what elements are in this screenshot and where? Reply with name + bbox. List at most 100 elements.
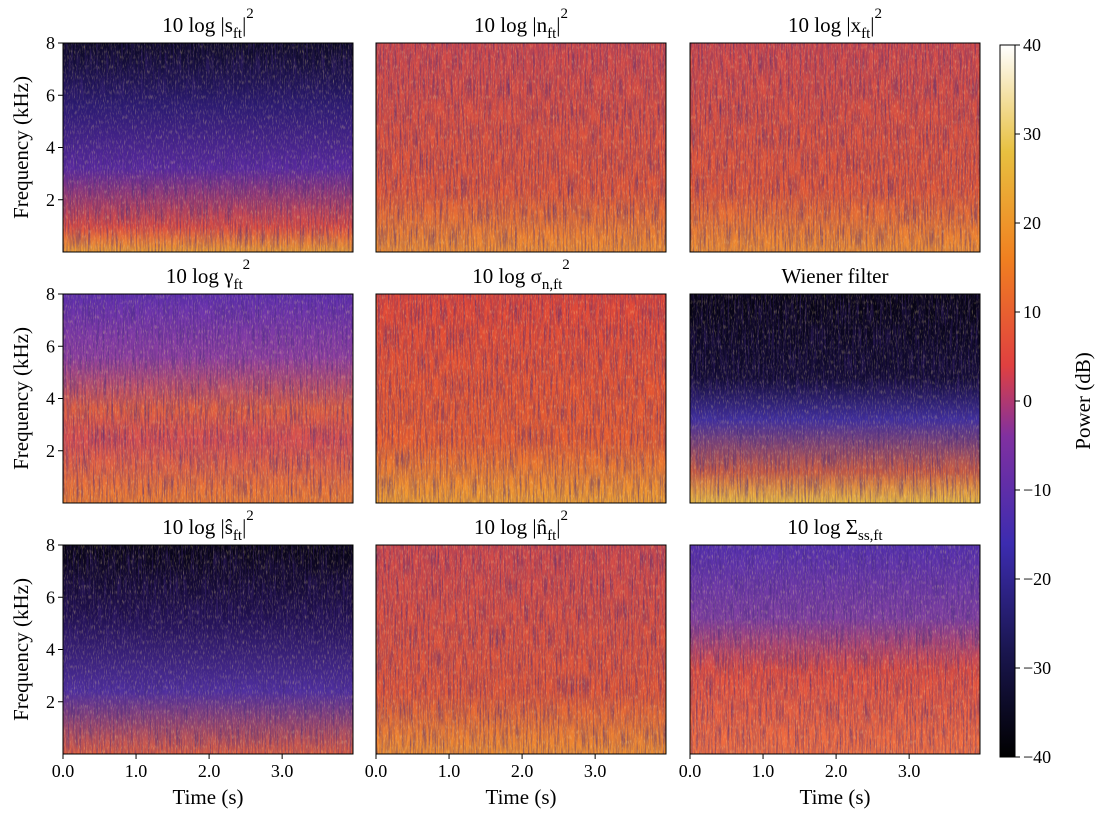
y-tick-label: 6 — [46, 85, 55, 105]
spectrogram-texture — [690, 294, 980, 503]
panel-title: Wiener filter — [781, 264, 888, 288]
spectrogram-texture — [376, 43, 666, 252]
x-tick-label: 0.0 — [679, 761, 702, 781]
x-tick-label: 3.0 — [271, 761, 294, 781]
panel: 10 log |nft​|2​ — [375, 6, 667, 253]
x-tick-label: 1.0 — [125, 761, 148, 781]
panel-title: 10 log γft​2​ — [166, 257, 250, 293]
panel-title: 10 log |xft​|2​ — [788, 6, 882, 42]
title-part: | — [242, 13, 246, 37]
y-tick-label: 8 — [46, 284, 55, 304]
panel: 10 log |ŝft​|2​24680.01.02.03.0Frequency… — [9, 508, 354, 809]
panel-title: 10 log |n̂ft​|2​ — [474, 508, 568, 544]
x-tick-label: 2.0 — [198, 761, 221, 781]
spectrogram-texture — [63, 43, 353, 252]
axes-frame — [689, 544, 981, 755]
colorbar-label: Power (dB) — [1071, 352, 1095, 449]
x-tick-label: 2.0 — [825, 761, 848, 781]
panel-title: 10 log |sft​|2​ — [162, 6, 254, 42]
colorbar-tick-label: −40 — [1023, 747, 1051, 767]
panel: 10 log |n̂ft​|2​ 0.0 1.0 2.0 3.0 Time (s) — [365, 508, 667, 809]
panel: 10 log σn,ft​2​ — [375, 257, 667, 504]
x-tick-label: 3.0 — [898, 761, 921, 781]
spectrogram-texture — [690, 43, 980, 252]
colorbar-tick-label: −30 — [1023, 658, 1051, 678]
y-tick-label: 4 — [46, 138, 55, 158]
x-tick-label: 0.0 — [52, 761, 75, 781]
x-tick-label: 0.0 — [365, 761, 388, 781]
y-axis-label: Frequency (kHz) — [9, 578, 33, 721]
y-tick-label: 2 — [46, 441, 55, 461]
panel-title: 10 log |ŝft​|2​ — [162, 508, 254, 544]
panel: Wiener filter — [689, 264, 981, 504]
y-tick-label: 8 — [46, 33, 55, 53]
title-part: Wiener filter — [781, 264, 888, 288]
y-axis-label: Frequency (kHz) — [9, 327, 33, 470]
panel: 10 log Σss,ft​ 0.0 1.0 2.0 3.0 Time (s) — [679, 515, 981, 809]
colorbar-tick-label: 0 — [1023, 391, 1032, 411]
colorbar-tick-label: 30 — [1023, 124, 1041, 144]
axes-frame — [689, 42, 981, 253]
colorbar-tick-label: 20 — [1023, 213, 1041, 233]
y-tick-label: 2 — [46, 190, 55, 210]
x-tick-label: 3.0 — [584, 761, 607, 781]
x-tick-label: 1.0 — [752, 761, 775, 781]
axes-frame — [375, 42, 667, 253]
title-part: ft — [233, 277, 243, 293]
title-part: ss,ft — [858, 528, 883, 544]
title-part: | — [556, 13, 560, 37]
title-part: 10 log |ŝ — [162, 515, 233, 539]
spectrogram-texture — [63, 545, 353, 754]
x-axis-label: Time (s) — [486, 785, 557, 809]
panel: 10 log |xft​|2​ — [689, 6, 981, 253]
title-part: ft — [233, 26, 243, 42]
axes-frame — [375, 293, 667, 504]
spectrogram-texture — [690, 545, 980, 754]
title-part: 2 — [246, 6, 254, 22]
title-part: ft — [861, 26, 871, 42]
colorbar — [999, 44, 1016, 758]
y-tick-label: 8 — [46, 535, 55, 555]
title-part: 10 log σ — [472, 264, 542, 288]
axes-frame — [689, 293, 981, 504]
panel-title: 10 log |nft​|2​ — [474, 6, 568, 42]
colorbar-tick-label: 40 — [1023, 35, 1041, 55]
spectrogram-texture — [376, 545, 666, 754]
title-part: ft — [547, 528, 557, 544]
title-part: 2 — [243, 257, 251, 273]
colorbar-tick-label: −10 — [1023, 480, 1051, 500]
title-part: | — [556, 515, 560, 539]
title-part: 2 — [874, 6, 882, 22]
colorbar-tick-label: −20 — [1023, 569, 1051, 589]
y-tick-label: 4 — [46, 389, 55, 409]
colorbar-tick-label: 10 — [1023, 302, 1041, 322]
title-part: 2 — [246, 508, 254, 524]
y-tick-label: 6 — [46, 587, 55, 607]
title-part: | — [870, 13, 874, 37]
y-tick-label: 2 — [46, 692, 55, 712]
title-part: 10 log γ — [166, 264, 234, 288]
x-axis-label: Time (s) — [173, 785, 244, 809]
x-tick-label: 2.0 — [511, 761, 534, 781]
x-axis-label: Time (s) — [800, 785, 871, 809]
title-part: 10 log |s — [162, 13, 233, 37]
title-part: 10 log |x — [788, 13, 862, 37]
axes-frame — [375, 544, 667, 755]
title-part: 2 — [562, 257, 570, 273]
title-part: n,ft — [542, 277, 563, 293]
title-part: 10 log |n — [474, 13, 548, 37]
title-part: ft — [233, 528, 243, 544]
y-tick-label: 4 — [46, 640, 55, 660]
x-tick-label: 1.0 — [438, 761, 461, 781]
title-part: | — [242, 515, 246, 539]
title-part: ft — [547, 26, 557, 42]
title-part: 2 — [560, 508, 568, 524]
title-part: 10 log |n̂ — [474, 515, 548, 539]
title-part: 2 — [560, 6, 568, 22]
y-axis-label: Frequency (kHz) — [9, 76, 33, 219]
panel-title: 10 log Σss,ft​ — [787, 515, 883, 544]
